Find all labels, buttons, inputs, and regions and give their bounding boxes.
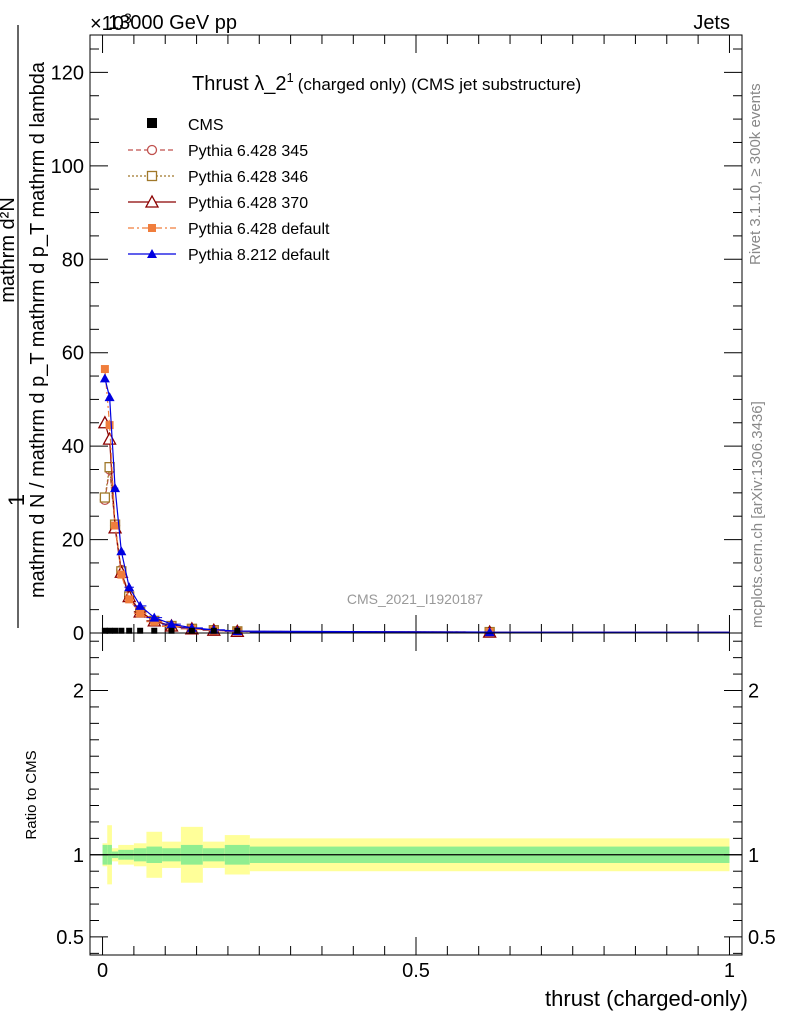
exponent-label: ×103	[90, 10, 132, 35]
cms-point	[151, 627, 158, 634]
ratio-tick-label-right: 0.5	[748, 927, 776, 949]
analysis-id: CMS_2021_I1920187	[347, 591, 483, 607]
cms-point	[112, 627, 119, 634]
ratio-tick-label-left: 1	[73, 845, 84, 867]
y-tick-label: 40	[62, 436, 84, 458]
exponent-power: 3	[124, 10, 132, 26]
series-point	[99, 373, 110, 383]
series-point	[149, 612, 160, 622]
legend-marker	[147, 249, 157, 258]
y-tick-label: 100	[51, 156, 84, 178]
chart-title: Thrust λ_21 (charged only) (CMS jet subst…	[192, 70, 581, 95]
ratio-axis-ticks	[90, 640, 742, 954]
x-tick-label: 0.5	[402, 960, 430, 982]
y-tick-label: 20	[62, 530, 84, 552]
legend-marker-cms	[147, 118, 157, 128]
series-point	[135, 600, 146, 610]
legend-label-cms: CMS	[188, 117, 224, 134]
legend-label: Pythia 6.428 345	[188, 143, 308, 160]
legend-label: Pythia 6.428 370	[188, 195, 308, 212]
series-point	[111, 521, 120, 530]
mcplots-label: mcplots.cern.ch [arXiv:1306.3436]	[749, 401, 766, 628]
ratio-tick-label-left: 0.5	[56, 927, 84, 949]
legend-marker	[144, 194, 160, 208]
ratio-tick-labels: 0.5 0.5 1 1 2 2	[56, 681, 776, 949]
series-point	[110, 483, 121, 493]
y-axis-denominator: mathrm d N / mathrm d p_T mathrm d p_T m…	[27, 61, 49, 598]
y-tick-label: 60	[62, 343, 84, 365]
category-label: Jets	[693, 12, 730, 34]
chart-title-sup: 1	[286, 70, 293, 85]
y-tick-label: 0	[73, 623, 84, 645]
series-point	[104, 461, 115, 473]
x-tick-labels: 0 0.5 1	[97, 960, 735, 982]
y-axis-title: 1 mathrm d N / mathrm d p_T mathrm d p_T…	[0, 25, 49, 628]
series-point	[150, 617, 159, 626]
series-line	[104, 368, 490, 633]
x-tick-label: 1	[724, 960, 735, 982]
ratio-tick-label-right: 2	[748, 681, 759, 703]
legend-marker	[146, 144, 158, 156]
cms-point	[210, 627, 217, 634]
cms-point	[101, 627, 108, 634]
cms-point	[126, 627, 133, 634]
series-point	[105, 421, 114, 430]
rivet-label: Rivet 3.1.10, ≥ 300k events	[747, 83, 764, 265]
ratio-tick-label-right: 1	[748, 845, 759, 867]
ratio-plot-frame	[89, 632, 743, 956]
cms-point	[188, 627, 195, 634]
legend-label: Pythia 8.212 default	[188, 247, 330, 264]
legend-marker	[148, 224, 156, 232]
series-point	[484, 627, 495, 637]
x-axis-label: thrust (charged-only)	[545, 986, 748, 1011]
y-axis-top: mathrm d²N	[0, 197, 19, 303]
series-line	[104, 469, 490, 633]
series-point	[116, 546, 127, 556]
series-point	[166, 619, 177, 629]
cms-point	[137, 627, 144, 634]
cms-data-layer	[101, 627, 241, 634]
cms-point	[168, 627, 175, 634]
cms-point	[106, 627, 113, 634]
chart-title-sub: (charged only) (CMS jet substructure)	[298, 75, 581, 94]
legend-marker	[146, 170, 158, 182]
legend: CMS Pythia 6.428 345 Pythia 6.428 346 Pyth…	[128, 117, 330, 264]
cms-point	[118, 627, 125, 634]
x-tick-label: 0	[97, 960, 108, 982]
series-point	[104, 392, 115, 402]
series-point	[117, 570, 126, 579]
main-tick-labels: 0 20 40 60 80 100 120	[51, 62, 84, 645]
cms-point	[234, 627, 241, 634]
legend-label: Pythia 6.428 default	[188, 221, 330, 238]
y-tick-label: 80	[62, 249, 84, 271]
legend-label: Pythia 6.428 346	[188, 169, 308, 186]
series-point	[99, 492, 111, 503]
series-point	[136, 609, 145, 618]
series-line	[104, 467, 490, 633]
energy-label: 13000 GeV pp	[108, 12, 237, 34]
y-axis-numerator: 1	[4, 494, 29, 506]
main-axis-ticks	[90, 35, 742, 955]
y-tick-label: 120	[51, 62, 84, 84]
series-point	[124, 582, 135, 592]
series-point	[125, 595, 134, 604]
ratio-tick-label-left: 2	[73, 681, 84, 703]
series-point	[100, 365, 109, 374]
ratio-y-label: Ratio to CMS	[23, 750, 40, 839]
